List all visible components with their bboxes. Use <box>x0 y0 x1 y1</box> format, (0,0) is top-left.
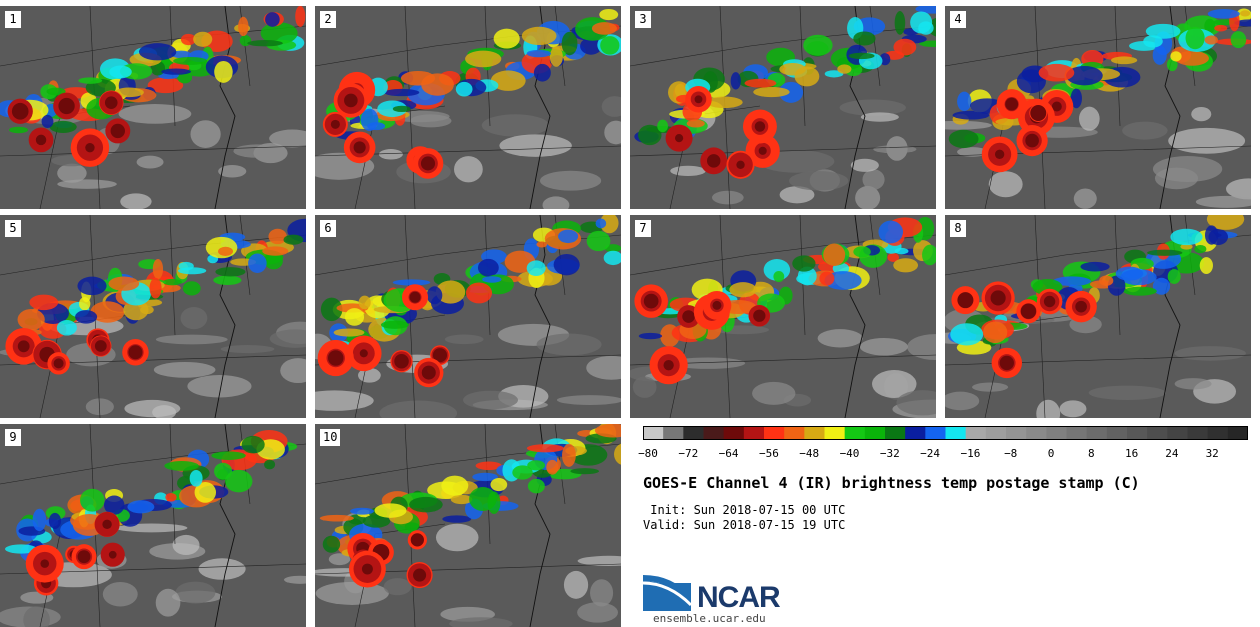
colorbar-cell <box>925 426 946 440</box>
satellite-image <box>0 215 306 418</box>
colorbar <box>643 426 1248 440</box>
colorbar-cell <box>683 426 704 440</box>
colorbar-tick-label: −80 <box>638 447 658 460</box>
colorbar-cell <box>1187 426 1209 440</box>
colorbar-tick-label: −24 <box>920 447 941 460</box>
colorbar-cell <box>1227 426 1248 440</box>
colorbar-cell <box>864 426 886 440</box>
colorbar-cell <box>1207 426 1229 440</box>
colorbar-tick-label: 32 <box>1205 447 1219 460</box>
colorbar-cell <box>743 426 765 440</box>
panel-number: 2 <box>320 11 336 28</box>
map-panel: 10 <box>315 424 621 627</box>
colorbar-tick-label: 0 <box>1047 447 1055 460</box>
panel-number: 6 <box>320 220 336 237</box>
colorbar-tick-label: −32 <box>879 447 900 460</box>
map-panel: 6 <box>315 215 621 418</box>
colorbar-cell <box>1127 426 1148 440</box>
colorbar-tick-label: −16 <box>960 447 981 460</box>
panel-number: 3 <box>635 11 651 28</box>
colorbar-cell <box>663 426 684 440</box>
colorbar-tick-label: −8 <box>1004 447 1018 460</box>
colorbar-ticks: −80 −72 −64 −56 −48 −40 −32 −24 −16 −8 0 8 16 24 32 <box>638 444 1248 460</box>
satellite-image <box>315 6 621 209</box>
satellite-image <box>0 6 306 209</box>
colorbar-cell <box>1026 426 1047 440</box>
satellite-image <box>630 215 936 418</box>
colorbar-cell <box>1167 426 1188 440</box>
colorbar-tick-label: −72 <box>678 447 699 460</box>
map-panel: 7 <box>630 215 936 418</box>
colorbar-cell <box>1147 426 1168 440</box>
colorbar-cell <box>764 426 785 440</box>
ncar-wordmark: NCAR <box>697 581 781 614</box>
colorbar-tick-label: −56 <box>758 447 779 460</box>
colorbar-cell <box>703 426 725 440</box>
map-panel: 2 <box>315 6 621 209</box>
colorbar-cell <box>804 426 825 440</box>
website-link[interactable]: ensemble.ucar.edu <box>653 612 766 625</box>
colorbar-tick-label: 16 <box>1124 447 1139 460</box>
panel-number: 4 <box>950 11 966 28</box>
panel-number: 8 <box>950 220 966 237</box>
colorbar-cell <box>643 426 664 440</box>
satellite-image <box>315 424 621 627</box>
colorbar-cell <box>1006 426 1027 440</box>
map-panel: 3 <box>630 6 936 209</box>
map-panel: 1 <box>0 6 306 209</box>
colorbar-tick-label: 24 <box>1165 447 1179 460</box>
satellite-image <box>630 6 936 209</box>
map-panel: 9 <box>0 424 306 627</box>
colorbar-cell <box>965 426 987 440</box>
colorbar-tick-label: −64 <box>718 447 739 460</box>
colorbar-cell <box>1106 426 1128 440</box>
panel-number: 5 <box>5 220 21 237</box>
colorbar-tick-label: −40 <box>839 447 860 460</box>
satellite-image <box>0 424 306 627</box>
init-time: Init: Sun 2018-07-15 00 UTC <box>643 503 846 517</box>
colorbar-cell <box>1066 426 1088 440</box>
colorbar-cell <box>844 426 866 440</box>
colorbar-cell <box>723 426 745 440</box>
colorbar-cell <box>905 426 926 440</box>
map-panel: 8 <box>945 215 1251 418</box>
panel-number: 1 <box>5 11 21 28</box>
map-panel: 4 <box>945 6 1251 209</box>
colorbar-cell <box>885 426 906 440</box>
colorbar-cell <box>945 426 967 440</box>
valid-time: Valid: Sun 2018-07-15 19 UTC <box>643 518 846 532</box>
colorbar-cell <box>1086 426 1108 440</box>
colorbar-cell <box>824 426 846 440</box>
panel-number: 9 <box>5 429 21 446</box>
satellite-image <box>945 6 1251 209</box>
ncar-logo-icon <box>643 575 693 611</box>
map-panel: 5 <box>0 215 306 418</box>
colorbar-cell <box>985 426 1007 440</box>
satellite-image <box>315 215 621 418</box>
colorbar-cell <box>784 426 805 440</box>
colorbar-tick-label: −48 <box>799 447 820 460</box>
satellite-image <box>945 215 1251 418</box>
panel-number: 10 <box>320 429 341 446</box>
figure-title: GOES-E Channel 4 (IR) brightness temp po… <box>643 474 1140 492</box>
colorbar-cell <box>1046 426 1067 440</box>
colorbar-tick-label: 8 <box>1087 447 1095 460</box>
panel-number: 7 <box>635 220 651 237</box>
